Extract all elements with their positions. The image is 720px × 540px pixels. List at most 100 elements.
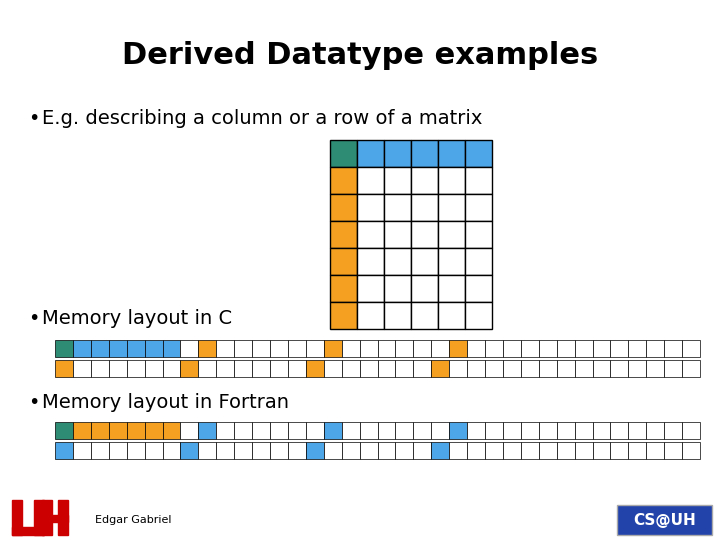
- Bar: [91, 360, 109, 377]
- Bar: [357, 167, 384, 194]
- Bar: [55, 422, 73, 439]
- Bar: [413, 360, 431, 377]
- Bar: [485, 442, 503, 459]
- Bar: [91, 340, 109, 357]
- Bar: [12, 527, 44, 535]
- Bar: [145, 442, 163, 459]
- Bar: [377, 340, 395, 357]
- Bar: [395, 422, 413, 439]
- Bar: [465, 275, 492, 302]
- Bar: [324, 442, 342, 459]
- Bar: [359, 442, 377, 459]
- Bar: [384, 194, 411, 221]
- Bar: [58, 500, 68, 535]
- Bar: [216, 340, 234, 357]
- Bar: [324, 360, 342, 377]
- Bar: [617, 505, 712, 535]
- Bar: [682, 360, 700, 377]
- Bar: [438, 221, 465, 248]
- Bar: [485, 360, 503, 377]
- Bar: [384, 275, 411, 302]
- Bar: [647, 442, 664, 459]
- Bar: [145, 360, 163, 377]
- Bar: [163, 442, 181, 459]
- Bar: [413, 340, 431, 357]
- Bar: [73, 340, 91, 357]
- Bar: [411, 302, 438, 329]
- Bar: [198, 360, 216, 377]
- Bar: [145, 422, 163, 439]
- Bar: [384, 302, 411, 329]
- Bar: [127, 340, 145, 357]
- Bar: [485, 340, 503, 357]
- Bar: [647, 422, 664, 439]
- Bar: [342, 422, 359, 439]
- Bar: [449, 422, 467, 439]
- Bar: [216, 422, 234, 439]
- Bar: [411, 221, 438, 248]
- Bar: [395, 340, 413, 357]
- Bar: [216, 442, 234, 459]
- Bar: [449, 442, 467, 459]
- Bar: [438, 275, 465, 302]
- Bar: [395, 442, 413, 459]
- Bar: [664, 340, 682, 357]
- Text: •: •: [28, 308, 40, 327]
- Bar: [557, 442, 575, 459]
- Bar: [330, 302, 357, 329]
- Bar: [575, 442, 593, 459]
- Bar: [73, 442, 91, 459]
- Bar: [557, 422, 575, 439]
- Bar: [109, 340, 127, 357]
- Bar: [306, 442, 324, 459]
- Bar: [465, 167, 492, 194]
- Bar: [411, 248, 438, 275]
- Bar: [234, 340, 252, 357]
- Bar: [647, 360, 664, 377]
- Bar: [234, 442, 252, 459]
- Bar: [127, 442, 145, 459]
- Bar: [465, 194, 492, 221]
- Bar: [465, 140, 492, 167]
- Bar: [324, 340, 342, 357]
- Bar: [270, 442, 288, 459]
- Bar: [431, 422, 449, 439]
- Bar: [252, 360, 270, 377]
- Bar: [611, 422, 629, 439]
- Bar: [73, 422, 91, 439]
- Bar: [91, 422, 109, 439]
- Bar: [109, 360, 127, 377]
- Bar: [411, 194, 438, 221]
- Bar: [438, 248, 465, 275]
- Bar: [431, 340, 449, 357]
- Bar: [539, 360, 557, 377]
- Bar: [252, 442, 270, 459]
- Bar: [270, 422, 288, 439]
- Bar: [359, 360, 377, 377]
- Text: CS@UH: CS@UH: [633, 512, 696, 528]
- Bar: [198, 442, 216, 459]
- Bar: [342, 340, 359, 357]
- Bar: [384, 167, 411, 194]
- Bar: [270, 360, 288, 377]
- Bar: [664, 422, 682, 439]
- Bar: [55, 340, 73, 357]
- Text: Memory layout in Fortran: Memory layout in Fortran: [42, 393, 289, 411]
- Bar: [467, 360, 485, 377]
- Bar: [377, 360, 395, 377]
- Bar: [411, 167, 438, 194]
- Bar: [521, 340, 539, 357]
- Text: Edgar Gabriel: Edgar Gabriel: [95, 515, 171, 525]
- Bar: [575, 360, 593, 377]
- Bar: [357, 221, 384, 248]
- Bar: [42, 500, 52, 535]
- Bar: [234, 422, 252, 439]
- Bar: [359, 340, 377, 357]
- Bar: [163, 360, 181, 377]
- Bar: [377, 422, 395, 439]
- Bar: [198, 422, 216, 439]
- Bar: [181, 340, 198, 357]
- Bar: [465, 221, 492, 248]
- Bar: [357, 140, 384, 167]
- Bar: [682, 340, 700, 357]
